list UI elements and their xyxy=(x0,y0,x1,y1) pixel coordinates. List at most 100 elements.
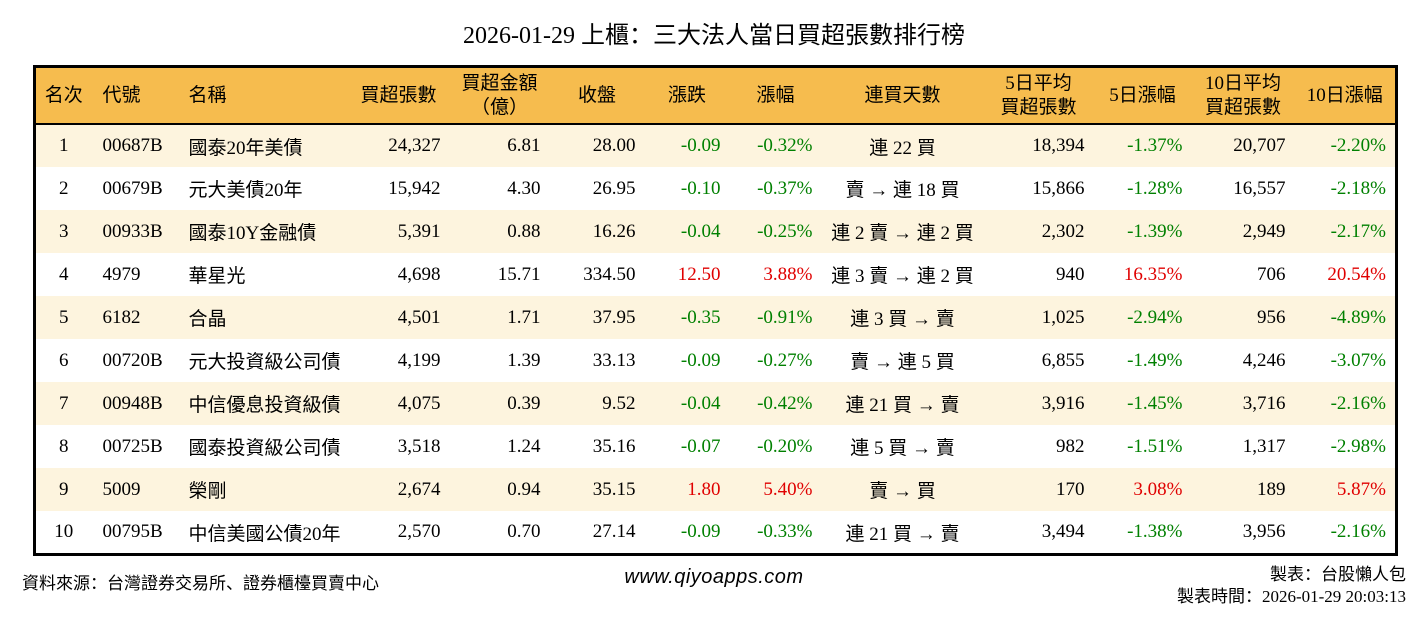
cell-change: 12.50 xyxy=(677,263,721,285)
cell-avg5_net_buy: 15,866 xyxy=(1032,177,1085,199)
cell-streak: 連 3 買 → 賣 xyxy=(850,309,955,331)
cell-code: 00679B xyxy=(102,177,163,199)
cell-change: -0.09 xyxy=(680,135,721,157)
cell-avg10_net_buy: 956 xyxy=(1257,306,1286,328)
cell-net_buy_lots: 2,674 xyxy=(397,478,441,500)
table-row: 8 00725B 國泰投資級公司債 3,518 1.24 35.16 -0.07 -0.20%… xyxy=(34,425,1397,469)
cell-close: 28.00 xyxy=(592,135,636,157)
data-source-note: 資料來源：台灣證券交易所、證券櫃檯買賣中心 xyxy=(22,573,379,593)
cell-code: 00725B xyxy=(102,435,163,457)
cell-pct5: -1.51% xyxy=(1127,435,1183,457)
cell-streak: 賣 → 連 18 買 xyxy=(845,180,960,202)
cell-code: 00795B xyxy=(102,521,163,543)
cell-net_buy_amount_100m: 15.71 xyxy=(497,263,541,285)
cell-avg5_net_buy: 982 xyxy=(1056,435,1085,457)
cell-avg10_net_buy: 189 xyxy=(1257,478,1286,500)
cell-rank: 3 xyxy=(59,220,69,242)
cell-name: 國泰投資級公司債 xyxy=(188,438,341,460)
cell-rank: 5 xyxy=(59,306,69,328)
cell-change_pct: 3.88% xyxy=(763,263,813,285)
cell-change_pct: -0.32% xyxy=(757,135,813,157)
cell-net_buy_lots: 4,698 xyxy=(397,263,441,285)
cell-name: 國泰10Y金融債 xyxy=(188,223,317,245)
cell-pct5: -1.28% xyxy=(1127,177,1183,199)
table-row: 6 00720B 元大投資級公司債 4,199 1.39 33.13 -0.09 -0.27%… xyxy=(34,339,1397,383)
cell-change_pct: -0.20% xyxy=(757,435,813,457)
cell-net_buy_lots: 4,075 xyxy=(397,392,441,414)
cell-close: 16.26 xyxy=(592,220,636,242)
cell-close: 26.95 xyxy=(592,177,636,199)
cell-code: 4979 xyxy=(102,263,141,285)
cell-close: 33.13 xyxy=(592,349,636,371)
cell-avg10_net_buy: 1,317 xyxy=(1242,435,1286,457)
cell-name: 合晶 xyxy=(188,309,227,331)
page-title: 2026-01-29 上櫃：三大法人當日買超張數排行榜 xyxy=(463,23,965,49)
cell-streak: 連 2 賣 → 連 2 買 xyxy=(831,223,974,245)
table-row: 4 4979 華星光 4,698 15.71 334.50 12.50 3.88% 連 3 賣 … xyxy=(34,253,1397,297)
cell-net_buy_lots: 24,327 xyxy=(388,135,441,157)
cell-name: 元大美債20年 xyxy=(188,180,303,202)
cell-change: -0.35 xyxy=(680,306,721,328)
cell-rank: 8 xyxy=(59,435,69,457)
cell-pct10: 20.54% xyxy=(1327,263,1386,285)
cell-pct10: 5.87% xyxy=(1336,478,1386,500)
cell-streak: 連 3 賣 → 連 2 買 xyxy=(831,266,974,288)
credits: 製表：台股懶人包 製表時間：2026-01-29 20:03:13 xyxy=(1177,564,1406,609)
page: 2026-01-29 上櫃：三大法人當日買超張數排行榜 名次 代號 名稱 買超張數 買超… xyxy=(0,22,1428,609)
col-header-pct5: 5日漲幅 xyxy=(1093,66,1192,126)
table-row: 10 00795B 中信美國公債20年 2,570 0.70 27.14 -0.09 -0.3… xyxy=(34,511,1397,555)
cell-code: 00948B xyxy=(102,392,163,414)
cell-net_buy_lots: 3,518 xyxy=(397,435,441,457)
cell-change: -0.09 xyxy=(680,349,721,371)
cell-rank: 4 xyxy=(59,263,69,285)
cell-pct10: -2.16% xyxy=(1330,521,1386,543)
cell-name: 中信優息投資級債 xyxy=(188,395,341,417)
cell-pct10: -3.07% xyxy=(1330,349,1386,371)
cell-avg10_net_buy: 706 xyxy=(1257,263,1286,285)
website-watermark: www.qiyoapps.com xyxy=(624,565,804,588)
cell-code: 00720B xyxy=(102,349,163,371)
cell-change_pct: -0.25% xyxy=(757,220,813,242)
cell-avg5_net_buy: 2,302 xyxy=(1041,220,1085,242)
cell-pct5: 3.08% xyxy=(1133,478,1183,500)
cell-change_pct: -0.91% xyxy=(757,306,813,328)
cell-pct10: -2.17% xyxy=(1330,220,1386,242)
table-row: 7 00948B 中信優息投資級債 4,075 0.39 9.52 -0.04 -0.42% 連… xyxy=(34,382,1397,426)
table-row: 1 00687B 國泰20年美債 24,327 6.81 28.00 -0.09 -0.32%… xyxy=(34,124,1397,168)
cell-net_buy_amount_100m: 0.70 xyxy=(507,521,541,543)
cell-avg5_net_buy: 3,916 xyxy=(1041,392,1085,414)
cell-name: 榮剛 xyxy=(188,481,227,503)
cell-net_buy_amount_100m: 6.81 xyxy=(507,135,541,157)
col-header-avg5_net_buy: 5日平均 買超張數 xyxy=(983,66,1094,126)
cell-avg5_net_buy: 18,394 xyxy=(1032,135,1085,157)
cell-net_buy_lots: 4,501 xyxy=(397,306,441,328)
cell-pct10: -4.89% xyxy=(1330,306,1386,328)
cell-net_buy_lots: 2,570 xyxy=(397,521,441,543)
cell-net_buy_lots: 5,391 xyxy=(397,220,441,242)
cell-streak: 連 5 買 → 賣 xyxy=(850,438,955,460)
cell-net_buy_amount_100m: 1.71 xyxy=(507,306,541,328)
cell-close: 35.15 xyxy=(592,478,636,500)
col-header-streak: 連買天數 xyxy=(821,66,984,126)
cell-streak: 連 22 買 xyxy=(869,137,936,159)
table-maker: 製表：台股懶人包 xyxy=(1270,564,1406,584)
footer: 資料來源：台灣證券交易所、證券櫃檯買賣中心 www.qiyoapps.com 製… xyxy=(0,556,1428,609)
cell-pct5: 16.35% xyxy=(1123,263,1183,285)
cell-avg10_net_buy: 20,707 xyxy=(1233,135,1286,157)
cell-name: 華星光 xyxy=(188,266,246,288)
cell-code: 00933B xyxy=(102,220,163,242)
col-header-avg10_net_buy: 10日平均 買超張數 xyxy=(1191,66,1295,126)
cell-change: -0.04 xyxy=(680,220,721,242)
cell-rank: 2 xyxy=(59,177,69,199)
cell-code: 5009 xyxy=(102,478,141,500)
cell-change: -0.07 xyxy=(680,435,721,457)
cell-rank: 10 xyxy=(54,521,74,543)
cell-pct5: -1.39% xyxy=(1127,220,1183,242)
cell-streak: 賣 → 連 5 買 xyxy=(850,352,955,374)
cell-close: 35.16 xyxy=(592,435,636,457)
cell-name: 元大投資級公司債 xyxy=(188,352,341,374)
table-body: 1 00687B 國泰20年美債 24,327 6.81 28.00 -0.09 -0.32%… xyxy=(34,124,1397,555)
cell-net_buy_amount_100m: 4.30 xyxy=(507,177,541,199)
cell-pct10: -2.20% xyxy=(1330,135,1386,157)
cell-change_pct: -0.27% xyxy=(757,349,813,371)
